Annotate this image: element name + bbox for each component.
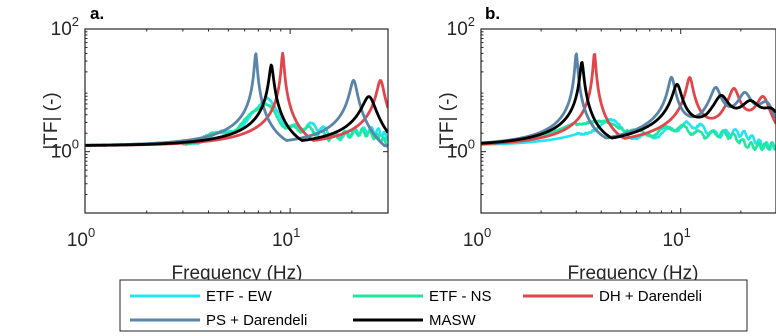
series-masw-line (481, 61, 776, 145)
xlabel-a: Frequency (Hz) (172, 263, 303, 284)
series-masw-line (85, 63, 388, 147)
xlabel-b: Frequency (Hz) (568, 263, 699, 284)
legend-label-masw: MASW (429, 312, 477, 329)
legend: ETF - EW ETF - NS DH + Darendeli PS + Daren… (119, 279, 748, 332)
panel-b: b. 100 101 100 102 Frequency (Hz) |TF| (-) (437, 4, 776, 284)
panel-label-b: b. (485, 4, 500, 23)
plot-frame-a (84, 28, 389, 214)
x-tick-label: 100 (463, 225, 491, 251)
x-tick-label: 101 (663, 225, 691, 251)
x-tick-label: 101 (272, 225, 300, 251)
x-tick-label: 100 (67, 225, 95, 251)
panel-label-a: a. (90, 4, 104, 23)
legend-label-dh-darendeli: DH + Darendeli (599, 288, 702, 305)
y-tick-label: 102 (51, 14, 79, 40)
legend-box (119, 279, 748, 332)
plot-frame-b (480, 28, 776, 214)
y-tick-label: 102 (447, 14, 475, 40)
panel-a: a. 100 101 100 102 Frequency (Hz) |TF| (-) (41, 4, 389, 284)
y-tick-label: 100 (51, 137, 79, 163)
legend-label-ps-darendeli: PS + Darendeli (206, 312, 307, 329)
y-tick-label: 100 (447, 137, 475, 163)
ylabel-a: |TF| (-) (41, 92, 62, 149)
ylabel-b: |TF| (-) (437, 92, 458, 149)
series-ps-darendeli-line (481, 52, 776, 145)
legend-label-etf-ns: ETF - NS (429, 288, 492, 305)
legend-label-etf-ew: ETF - EW (206, 288, 273, 305)
